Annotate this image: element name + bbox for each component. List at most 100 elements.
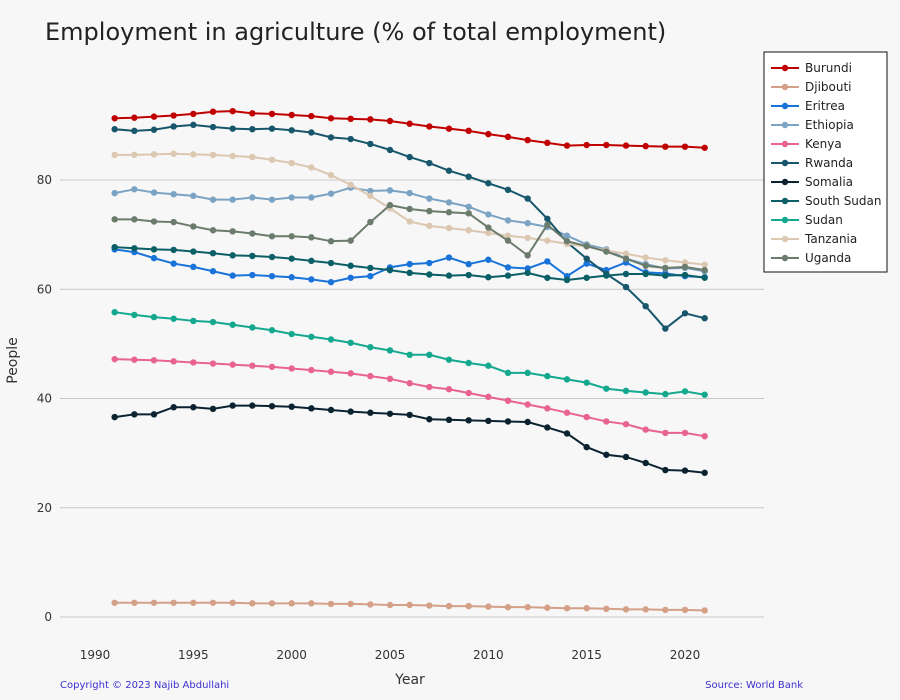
- data-point: [583, 141, 590, 149]
- data-point: [327, 190, 335, 197]
- data-point: [662, 325, 669, 332]
- legend-label: Ethiopia: [805, 118, 854, 132]
- data-point: [327, 368, 335, 375]
- data-point: [563, 605, 571, 612]
- data-point: [268, 600, 276, 607]
- data-point: [150, 189, 158, 196]
- data-point: [563, 276, 571, 284]
- data-point: [327, 336, 335, 343]
- data-point: [209, 268, 217, 275]
- data-point: [386, 146, 394, 154]
- data-point: [426, 159, 433, 167]
- data-point: [642, 302, 649, 310]
- data-point: [544, 274, 551, 281]
- data-point: [190, 151, 197, 158]
- data-point: [150, 246, 158, 253]
- legend-swatch-marker: [781, 83, 789, 91]
- data-point: [642, 389, 649, 396]
- x-tick-label: 1990: [80, 648, 111, 662]
- data-point: [386, 375, 394, 383]
- data-point: [268, 125, 276, 132]
- data-point: [465, 127, 472, 135]
- data-point: [524, 195, 531, 202]
- data-point: [603, 418, 610, 425]
- data-point: [150, 599, 158, 606]
- data-point: [190, 223, 197, 230]
- data-point: [465, 210, 472, 217]
- data-point: [308, 276, 315, 283]
- data-point: [406, 380, 413, 387]
- data-point: [268, 196, 276, 203]
- data-point: [131, 311, 138, 319]
- data-point: [327, 278, 335, 286]
- data-point: [209, 151, 217, 159]
- data-point: [170, 404, 177, 411]
- y-tick-label: 80: [37, 173, 52, 187]
- data-point: [209, 318, 217, 326]
- data-point: [622, 270, 630, 278]
- data-point: [249, 324, 256, 331]
- data-point: [504, 217, 512, 224]
- data-point: [485, 274, 492, 281]
- data-point: [406, 189, 413, 197]
- data-point: [347, 600, 354, 608]
- data-point: [190, 192, 197, 200]
- data-point: [426, 271, 433, 278]
- data-point: [367, 116, 374, 123]
- data-point: [662, 257, 669, 264]
- data-point: [681, 143, 689, 150]
- data-point: [170, 191, 177, 198]
- data-point: [642, 270, 649, 278]
- data-point: [563, 409, 571, 416]
- data-point: [485, 362, 492, 369]
- data-point: [288, 159, 295, 167]
- legend-swatch-marker: [781, 235, 789, 243]
- data-point: [662, 143, 669, 150]
- x-tick-label: 2015: [571, 648, 602, 662]
- data-point: [367, 187, 374, 195]
- x-tick-label: 2005: [375, 648, 406, 662]
- data-point: [406, 153, 413, 161]
- data-point: [229, 272, 236, 279]
- chart-title: Employment in agriculture (% of total em…: [45, 18, 666, 46]
- data-point: [426, 416, 433, 423]
- data-point: [288, 255, 295, 262]
- data-point: [504, 186, 512, 194]
- data-point: [603, 451, 610, 458]
- data-point: [445, 254, 453, 261]
- legend-label: Rwanda: [805, 156, 853, 170]
- data-point: [249, 230, 256, 237]
- data-point: [524, 234, 531, 242]
- series-line: [114, 110, 705, 149]
- data-point: [386, 347, 394, 354]
- data-point: [249, 125, 256, 133]
- data-point: [268, 233, 276, 240]
- data-point: [465, 227, 472, 234]
- data-point: [445, 602, 453, 610]
- data-point: [229, 228, 236, 235]
- data-point: [681, 310, 689, 317]
- legend-label: Tanzania: [804, 232, 857, 246]
- series-kenya: [111, 355, 708, 440]
- data-point: [406, 260, 413, 268]
- data-point: [111, 355, 118, 363]
- data-point: [465, 602, 472, 610]
- data-point: [642, 254, 649, 261]
- data-point: [544, 604, 551, 611]
- data-point: [465, 389, 472, 397]
- data-point: [249, 153, 256, 161]
- data-point: [445, 199, 453, 206]
- data-point: [386, 410, 394, 417]
- data-point: [367, 409, 374, 416]
- data-point: [190, 404, 197, 411]
- data-point: [170, 246, 177, 254]
- copyright-note: Copyright © 2023 Najib Abdullahi: [60, 680, 229, 691]
- data-point: [229, 152, 236, 160]
- data-point: [170, 315, 177, 322]
- data-point: [544, 405, 551, 412]
- data-point: [249, 271, 256, 279]
- data-point: [249, 110, 256, 117]
- data-point: [367, 264, 374, 272]
- data-point: [288, 365, 295, 372]
- data-point: [288, 127, 295, 134]
